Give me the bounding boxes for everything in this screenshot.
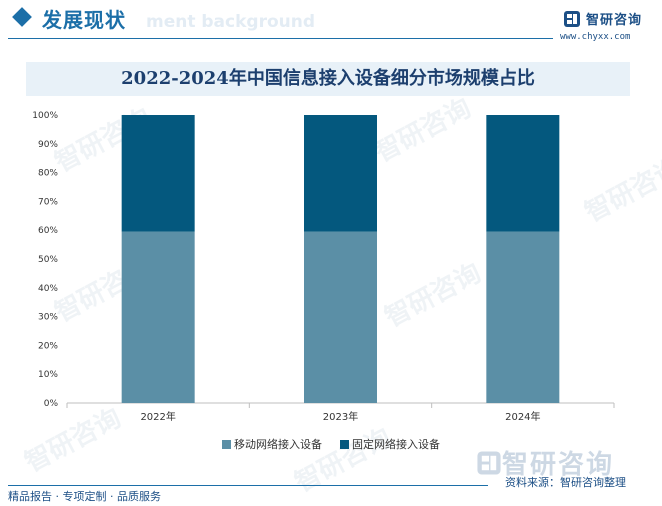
legend-swatch-fixed — [340, 439, 349, 449]
legend-label-fixed: 固定网络接入设备 — [352, 438, 440, 451]
x-tick-label: 2022年 — [140, 410, 175, 423]
watermark-logo: 智研咨询 — [476, 444, 614, 481]
watermark-logo-icon — [477, 450, 501, 475]
brand-logo-group: 智研咨询 — [563, 9, 642, 28]
bar-segment-mobile — [304, 231, 377, 403]
watermark-logo-text: 智研咨询 — [502, 450, 615, 480]
stacked-bar-chart: 0% 10% 20% 30% 40% 50% 60% 70% 80% 90% 100% 2022年 20… — [32, 111, 615, 423]
y-tick-label: 90% — [38, 140, 58, 150]
y-tick-label: 80% — [38, 169, 58, 179]
bar-segment-mobile — [121, 231, 195, 403]
legend-swatch-mobile — [222, 439, 231, 449]
y-tick-label: 50% — [38, 255, 58, 265]
chart-legend: 移动网络接入设备 固定网络接入设备 — [0, 436, 662, 452]
y-tick-label: 100% — [32, 111, 58, 121]
bar-segment-mobile — [486, 231, 560, 403]
legend-item-fixed: 固定网络接入设备 — [340, 436, 440, 452]
chart-title-band: 2022-2024年中国信息接入设备细分市场规模占比 — [26, 62, 630, 96]
x-tick-label: 2024年 — [505, 410, 540, 423]
y-tick-label: 70% — [38, 197, 58, 207]
y-tick-label: 10% — [38, 370, 58, 380]
data-source: 资料来源：智研咨询整理 — [505, 476, 626, 489]
brand-url: www.chyxx.com — [560, 32, 631, 42]
section-subtitle-ghost: ment background — [146, 12, 316, 32]
brand-logo-icon — [564, 10, 580, 27]
footer-divider — [8, 485, 488, 486]
page-header: 发展现状 ment background 智研咨询 www.chyxx.com — [0, 0, 662, 46]
chart-title: 2022-2024年中国信息接入设备细分市场规模占比 — [121, 68, 535, 89]
page-footer: 精品报告 · 专项定制 · 品质服务 — [0, 483, 662, 506]
y-tick-label: 0% — [44, 399, 59, 409]
y-tick-label: 30% — [38, 313, 58, 323]
y-tick-label: 60% — [38, 226, 58, 236]
legend-item-mobile: 移动网络接入设备 — [222, 436, 322, 452]
bar-segment-fixed — [304, 115, 377, 232]
y-tick-label: 40% — [38, 284, 58, 294]
y-tick-label: 20% — [38, 341, 58, 351]
bar-segment-fixed — [121, 115, 195, 232]
footer-tagline: 精品报告 · 专项定制 · 品质服务 — [8, 490, 161, 503]
header-divider — [8, 38, 553, 39]
brand-name: 智研咨询 — [586, 13, 643, 28]
x-tick-label: 2023年 — [323, 410, 358, 423]
legend-label-mobile: 移动网络接入设备 — [234, 438, 322, 451]
bar-segment-fixed — [486, 115, 560, 232]
diamond-bullet-icon — [12, 7, 32, 27]
section-title: 发展现状 — [42, 8, 126, 32]
